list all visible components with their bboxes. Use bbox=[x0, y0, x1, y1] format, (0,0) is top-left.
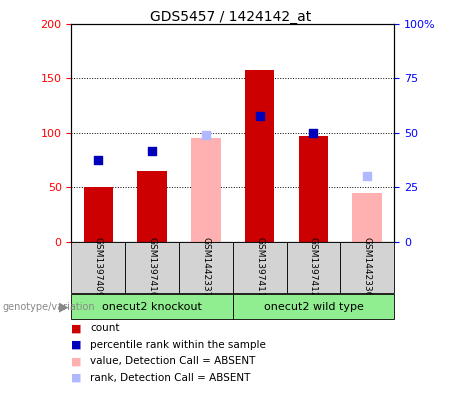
Point bbox=[202, 132, 210, 138]
Point bbox=[364, 173, 371, 179]
Bar bbox=[71, 242, 125, 293]
Text: count: count bbox=[90, 323, 119, 333]
Bar bbox=[245, 70, 274, 242]
Bar bbox=[125, 242, 179, 293]
Text: ■: ■ bbox=[71, 323, 82, 333]
Text: ■: ■ bbox=[71, 356, 82, 366]
Text: GSM1397412: GSM1397412 bbox=[309, 237, 318, 298]
Text: onecut2 knockout: onecut2 knockout bbox=[102, 301, 202, 312]
Text: GSM1442336: GSM1442336 bbox=[363, 237, 372, 298]
Bar bbox=[299, 136, 328, 242]
Point bbox=[256, 113, 263, 119]
Bar bbox=[191, 138, 221, 242]
Point bbox=[148, 148, 156, 154]
Text: value, Detection Call = ABSENT: value, Detection Call = ABSENT bbox=[90, 356, 255, 366]
Bar bbox=[179, 242, 233, 293]
Point bbox=[95, 157, 102, 163]
Text: GDS5457 / 1424142_at: GDS5457 / 1424142_at bbox=[150, 10, 311, 24]
Bar bbox=[340, 242, 394, 293]
Text: onecut2 wild type: onecut2 wild type bbox=[264, 301, 363, 312]
Bar bbox=[137, 171, 167, 242]
Text: GSM1397409: GSM1397409 bbox=[94, 237, 103, 298]
Text: ■: ■ bbox=[71, 373, 82, 383]
Text: GSM1397411: GSM1397411 bbox=[255, 237, 264, 298]
Point bbox=[310, 129, 317, 136]
Text: percentile rank within the sample: percentile rank within the sample bbox=[90, 340, 266, 350]
Text: ▶: ▶ bbox=[59, 301, 68, 314]
Bar bbox=[83, 187, 113, 242]
Text: GSM1442337: GSM1442337 bbox=[201, 237, 210, 298]
Text: ■: ■ bbox=[71, 340, 82, 350]
Bar bbox=[287, 242, 340, 293]
Text: genotype/variation: genotype/variation bbox=[2, 302, 95, 312]
Bar bbox=[353, 193, 382, 242]
Text: rank, Detection Call = ABSENT: rank, Detection Call = ABSENT bbox=[90, 373, 250, 383]
Bar bbox=[233, 294, 394, 319]
Text: GSM1397410: GSM1397410 bbox=[148, 237, 157, 298]
Bar bbox=[233, 242, 287, 293]
Bar bbox=[71, 294, 233, 319]
